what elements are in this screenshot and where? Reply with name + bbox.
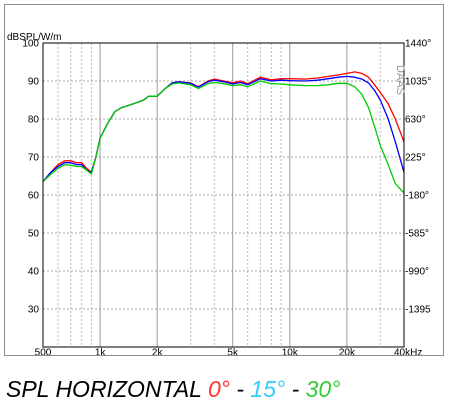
y-tick-label: 60: [28, 191, 40, 202]
series-layer: [42, 71, 405, 194]
y-tick-label: 30: [28, 305, 40, 316]
phase-tick-label: -585°: [405, 229, 429, 240]
series-line-0: [42, 71, 405, 183]
watermark-text: DAAS: [394, 65, 406, 95]
series-line-2: [42, 80, 405, 194]
chart-caption: SPL HORIZONTAL 0° - 15° - 30°: [6, 375, 340, 403]
phase-tick-label: -180°: [405, 191, 429, 202]
phase-tick-label: 630°: [405, 115, 426, 126]
y-tick-label: 70: [28, 153, 40, 164]
x-tick-label: 10k: [282, 347, 299, 355]
plot-border: [42, 42, 405, 348]
phase-tick-labels: 1440° 1035° 630° 225° -180° -585° -990° -1395: [405, 39, 431, 316]
y-tick-label: 80: [28, 115, 40, 126]
phase-tick-label: -990°: [405, 267, 429, 278]
caption-angle-0: 0°: [207, 376, 230, 402]
series-line-1: [42, 75, 405, 183]
phase-tick-label: 1035°: [405, 77, 431, 88]
y-tick-label: 50: [28, 229, 40, 240]
caption-separator-1: -: [229, 376, 251, 402]
y-tick-labels: 100 90 80 70 60 50 40 30: [22, 39, 39, 316]
y-axis-label: dBSPL/W/m: [7, 32, 61, 43]
caption-angle-15: 15°: [250, 376, 286, 402]
phase-tick-label: -1395: [405, 305, 431, 316]
x-tick-label: 1k: [95, 347, 107, 355]
phase-tick-label: 225°: [405, 153, 426, 164]
caption-separator-2: -: [285, 376, 306, 402]
spl-chart: dBSPL/W/m DAAS 100 90 80 70 60 50 40 30 500 1k 2k…: [7, 32, 431, 355]
major-grid: [99, 43, 348, 347]
chart-frame: dBSPL/W/m DAAS 100 90 80 70 60 50 40 30 500 1k 2k…: [4, 4, 444, 356]
minor-grid: [43, 43, 404, 347]
y-tick-label: 100: [22, 39, 39, 50]
y-tick-label: 40: [28, 267, 40, 278]
x-tick-label: 40kHz: [394, 347, 422, 355]
y-tick-label: 90: [28, 77, 40, 88]
caption-angle-30: 30°: [305, 376, 341, 402]
caption-prefix: SPL HORIZONTAL: [6, 376, 208, 402]
phase-tick-label: 1440°: [405, 39, 431, 50]
x-tick-label: 2k: [152, 347, 164, 355]
x-tick-label: 20k: [339, 347, 356, 355]
x-tick-label: 500: [35, 347, 52, 355]
x-tick-labels: 500 1k 2k 5k 10k 20k 40kHz: [35, 347, 423, 355]
x-tick-label: 5k: [227, 347, 239, 355]
